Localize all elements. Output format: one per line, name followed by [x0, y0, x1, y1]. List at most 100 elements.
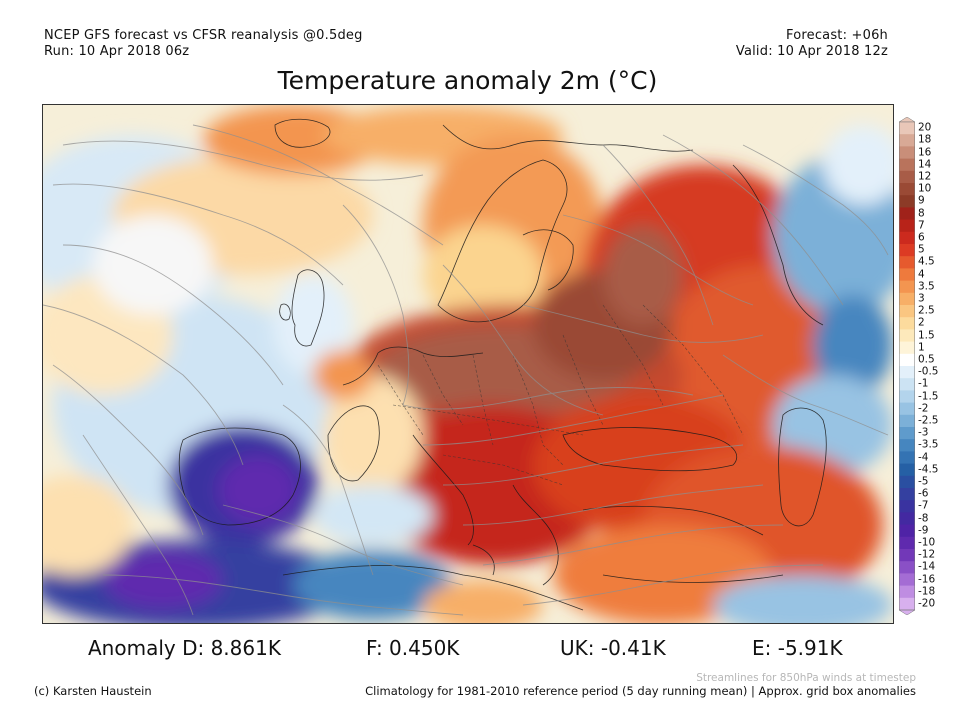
anomaly-map	[42, 104, 894, 624]
colorbar-swatch	[899, 427, 915, 440]
colorbar-swatches	[899, 117, 915, 615]
colorbar-swatch	[899, 549, 915, 562]
colorbar-tick-label: 8	[918, 207, 925, 219]
colorbar-tick-label: -3.5	[918, 438, 939, 451]
colorbar-tick-label: 2.5	[918, 304, 935, 317]
anomaly-summary: Anomaly D: 8.861K F: 0.450K UK: -0.41K E…	[0, 636, 960, 662]
streamlines-note: Streamlines for 850hPa winds at timestep	[696, 672, 916, 684]
colorbar-tick-label: -6	[918, 487, 929, 500]
colorbar-swatch	[899, 158, 915, 172]
colorbar-swatch	[899, 292, 915, 306]
colorbar-tick-label: 12	[918, 170, 932, 183]
colorbar-swatch	[899, 451, 915, 464]
colorbar-swatch	[899, 524, 915, 538]
colorbar-tick-label: -12	[918, 548, 936, 561]
colorbar-swatch	[899, 317, 915, 330]
anomaly-d: Anomaly D: 8.861K	[88, 636, 281, 660]
colorbar-swatch	[899, 488, 915, 501]
colorbar-tick-label: -5	[918, 475, 929, 488]
colorbar	[899, 117, 915, 615]
colorbar-swatch	[899, 134, 915, 147]
anomaly-f: F: 0.450K	[366, 636, 460, 660]
colorbar-tick-label: 1.5	[918, 329, 935, 341]
colorbar-tick-label: 4	[918, 268, 925, 280]
colorbar-tick-label: -1.5	[918, 390, 939, 402]
model-description: NCEP GFS forecast vs CFSR reanalysis @0.…	[44, 28, 363, 43]
colorbar-tick-label: -20	[918, 597, 936, 610]
run-time: Run: 10 Apr 2018 06z	[44, 44, 190, 59]
colorbar-swatch	[899, 183, 915, 196]
colorbar-tick-label: 20	[918, 121, 932, 134]
colorbar-tick-label: 5	[918, 243, 925, 256]
forecast-info: Forecast: +06h Valid: 10 Apr 2018 12z	[736, 28, 888, 60]
colorbar-swatch	[899, 366, 915, 379]
colorbar-tick-label: -7	[918, 499, 929, 512]
map-canvas	[43, 105, 893, 623]
colorbar-swatch	[899, 244, 915, 257]
colorbar-swatch	[899, 305, 915, 318]
valid-time: Valid: 10 Apr 2018 12z	[735, 44, 888, 59]
climatology-note: Climatology for 1981-2010 reference peri…	[365, 684, 916, 698]
colorbar-min-arrow	[899, 609, 915, 615]
colorbar-tick-label: 10	[918, 182, 932, 195]
colorbar-tick-label: -10	[918, 536, 936, 549]
colorbar-swatch	[899, 195, 915, 208]
coastlines	[178, 118, 827, 611]
run-info: NCEP GFS forecast vs CFSR reanalysis @0.…	[44, 28, 363, 60]
colorbar-swatch	[899, 500, 915, 513]
colorbar-tick-label: -0.5	[918, 365, 939, 378]
colorbar-tick-label: -14	[918, 560, 936, 573]
colorbar-swatch	[899, 561, 915, 574]
colorbar-tick-label: -18	[918, 585, 936, 598]
colorbar-tick-label: -8	[918, 512, 929, 524]
colorbar-tick-label: 9	[918, 194, 925, 207]
colorbar-swatch	[899, 536, 915, 550]
colorbar-tick-label: -2	[918, 402, 929, 415]
colorbar-swatch	[899, 402, 915, 416]
colorbar-tick-label: -9	[918, 524, 929, 537]
colorbar-tick-label: 16	[918, 146, 932, 158]
credit: (c) Karsten Haustein	[34, 684, 152, 698]
colorbar-tick-label: 6	[918, 231, 925, 244]
colorbar-tick-label: -16	[918, 573, 936, 585]
colorbar-tick-label: 14	[918, 158, 932, 171]
anomaly-field	[43, 105, 893, 623]
colorbar-swatch	[899, 439, 915, 452]
colorbar-swatch	[899, 146, 915, 159]
colorbar-tick-label: 7	[918, 219, 925, 232]
colorbar-swatch	[899, 256, 915, 269]
colorbar-swatch	[899, 390, 915, 403]
wind-streamlines	[43, 124, 889, 616]
colorbar-tick-label: -2.5	[918, 414, 939, 427]
colorbar-tick-label: -4.5	[918, 463, 939, 476]
colorbar-swatch	[899, 341, 915, 355]
colorbar-swatch	[899, 207, 915, 220]
colorbar-swatch	[899, 329, 915, 342]
colorbar-swatch	[899, 463, 915, 477]
colorbar-tick-label: 2	[918, 316, 925, 329]
colorbar-swatch	[899, 585, 915, 599]
map-title: Temperature anomaly 2m (°C)	[277, 66, 658, 95]
colorbar-tick-label: 3.5	[918, 280, 935, 293]
colorbar-labels: 20 18 16 14 12 10 9 8 7 6 5 4.5 4 3.5 3 2.5 2 1.5 1 0.5 -0.5…	[918, 122, 958, 610]
colorbar-tick-label: 18	[918, 133, 932, 146]
colorbar-swatch	[899, 122, 915, 135]
colorbar-swatch	[899, 475, 915, 489]
anomaly-e: E: -5.91K	[752, 636, 843, 660]
colorbar-swatch	[899, 231, 915, 245]
colorbar-tick-label: -3	[918, 426, 929, 439]
colorbar-max-arrow	[899, 117, 915, 123]
colorbar-tick-label: -1	[918, 377, 929, 390]
colorbar-swatch	[899, 280, 915, 294]
colorbar-swatch	[899, 219, 915, 233]
colorbar-frame	[899, 121, 915, 611]
colorbar-swatch	[899, 170, 915, 184]
colorbar-swatch	[899, 597, 915, 611]
colorbar-swatch	[899, 268, 915, 281]
anomaly-uk: UK: -0.41K	[560, 636, 666, 660]
colorbar-tick-label: -4	[918, 451, 929, 463]
colorbar-swatch	[899, 414, 915, 428]
colorbar-tick-label: 0.5	[918, 353, 935, 366]
colorbar-tick-label: 1	[918, 341, 925, 354]
colorbar-swatch	[899, 378, 915, 391]
